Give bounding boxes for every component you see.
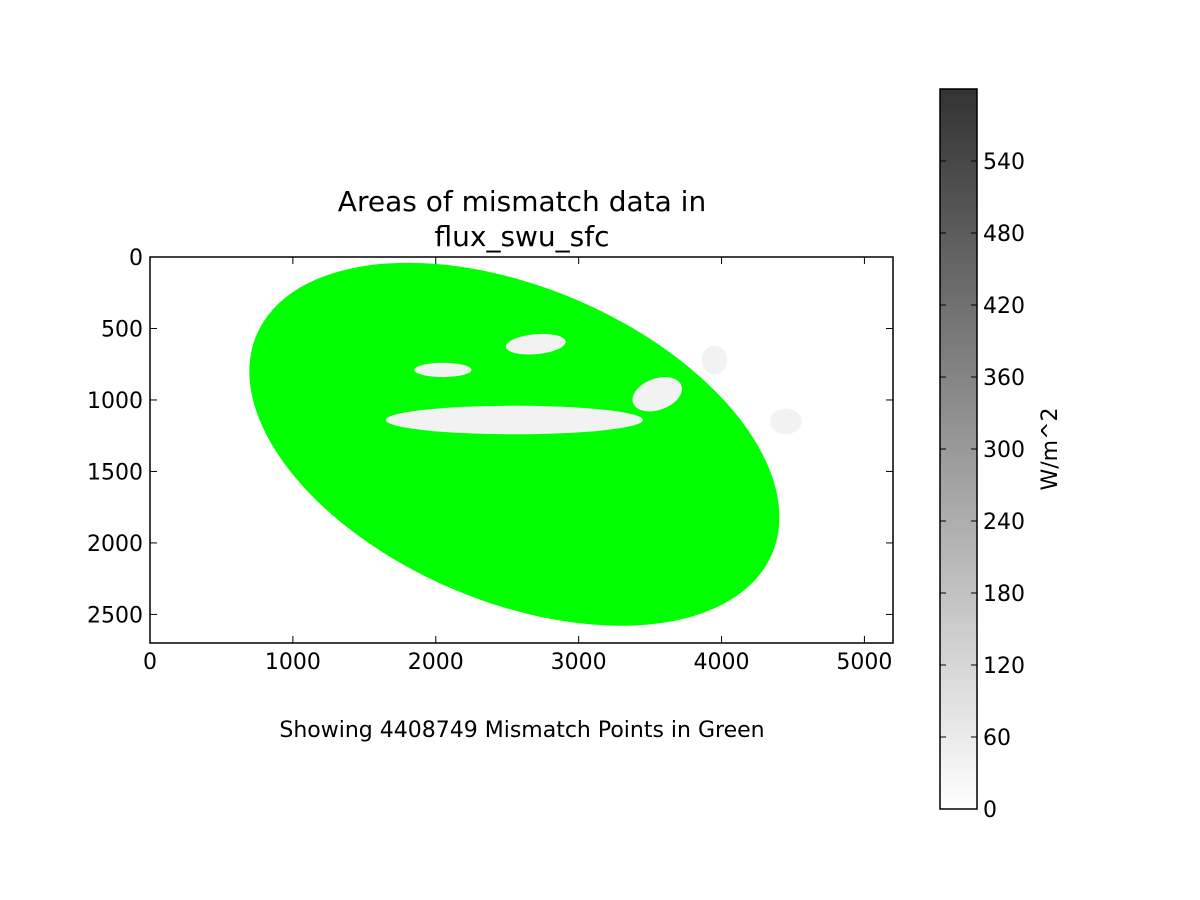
x-tick-label: 5000 xyxy=(836,650,892,675)
colorbar-tick-label: 180 xyxy=(983,582,1025,607)
non-mismatch-area-1 xyxy=(385,405,643,435)
non-mismatch-area-4 xyxy=(770,408,802,435)
x-tick-label: 4000 xyxy=(694,650,750,675)
mismatch-region xyxy=(249,262,780,626)
colorbar-tick-label: 360 xyxy=(983,366,1025,391)
y-tick-label: 1500 xyxy=(87,460,143,485)
chart-title-line-1: Areas of mismatch data in xyxy=(338,185,706,218)
x-axis: 0 1000 2000 3000 4000 5000 xyxy=(143,257,892,675)
heatmap-image xyxy=(249,262,802,626)
colorbar-label: W/m^2 xyxy=(1038,407,1063,490)
y-axis: 0 500 1000 1500 2000 2500 xyxy=(87,246,893,628)
colorbar-tick-label: 540 xyxy=(983,150,1025,175)
y-tick-label: 0 xyxy=(129,246,143,271)
colorbar-tick-label: 480 xyxy=(983,222,1025,247)
colorbar-tick-label: 420 xyxy=(983,294,1025,319)
x-tick-label: 0 xyxy=(143,650,157,675)
non-mismatch-area-2 xyxy=(632,377,682,412)
non-mismatch-area-6 xyxy=(414,362,472,378)
x-tick-label: 1000 xyxy=(265,650,321,675)
x-tick-label: 2000 xyxy=(408,650,464,675)
colorbar-tick-label: 0 xyxy=(983,798,997,823)
y-tick-label: 1000 xyxy=(87,389,143,414)
y-tick-label: 500 xyxy=(101,317,143,342)
plot-area-frame xyxy=(149,256,894,644)
chart-title-line-2: flux_swu_sfc xyxy=(434,220,609,253)
colorbar-tick-label: 120 xyxy=(983,654,1025,679)
non-mismatch-area-3 xyxy=(701,345,728,375)
non-mismatch-area-5 xyxy=(505,333,566,355)
x-axis-label: Showing 4408749 Mismatch Points in Green xyxy=(279,718,764,743)
y-tick-label: 2500 xyxy=(87,603,143,628)
colorbar-tick-label: 300 xyxy=(983,438,1025,463)
x-tick-label: 3000 xyxy=(551,650,607,675)
y-tick-label: 2000 xyxy=(87,532,143,557)
colorbar-tick-label: 60 xyxy=(983,726,1011,751)
colorbar-axis: 0 60 120 180 240 300 360 420 480 540 xyxy=(940,150,1025,823)
colorbar-tick-label: 240 xyxy=(983,510,1025,535)
